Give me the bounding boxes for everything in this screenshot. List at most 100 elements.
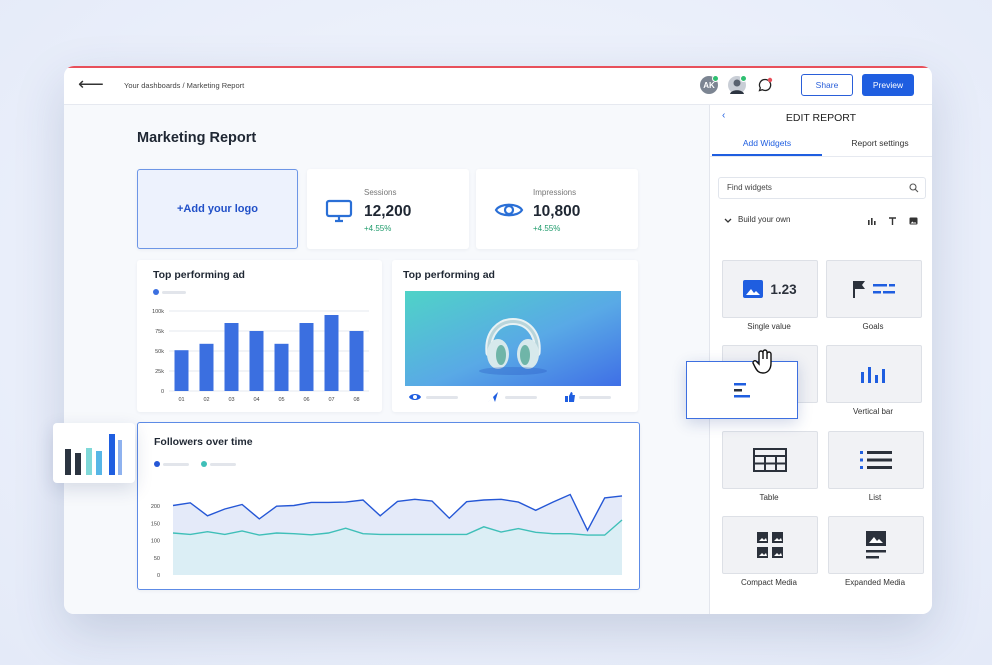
- stat-placeholder: [426, 396, 458, 399]
- hand-cursor-icon: [752, 349, 772, 374]
- compact-media-icon: [757, 532, 783, 558]
- image-icon[interactable]: [909, 217, 918, 225]
- image-card[interactable]: Top performing ad: [392, 260, 638, 412]
- kpi-label: Impressions: [533, 188, 577, 197]
- kpi-card-sessions[interactable]: Sessions 12,200 +4.55%: [307, 169, 469, 249]
- kpi-value: 12,200: [364, 203, 412, 220]
- kpi-delta: +4.55%: [364, 224, 392, 233]
- y-tick-label: 150: [151, 521, 160, 527]
- chat-bubble-icon[interactable]: [757, 77, 773, 93]
- widget-label: Expanded Media: [844, 578, 906, 587]
- y-tick-label: 100k: [152, 309, 164, 315]
- kpi-label: Sessions: [364, 188, 397, 197]
- bar: [224, 323, 239, 391]
- tabs-divider: [710, 156, 932, 157]
- avatar[interactable]: AK: [700, 75, 719, 94]
- panel-title: EDIT REPORT: [785, 112, 857, 124]
- line-chart: 0 50 100 150 200: [151, 493, 623, 579]
- x-tick-label: 02: [203, 397, 209, 403]
- bar: [174, 350, 189, 391]
- kpi-value: 10,800: [533, 203, 581, 220]
- preview-button[interactable]: Preview: [862, 74, 914, 96]
- eye-icon: [494, 203, 524, 217]
- active-tab-indicator: [712, 154, 822, 156]
- topbar: ⟵ Your dashboards / Marketing Report AK …: [64, 68, 932, 105]
- stat-placeholder: [579, 396, 611, 399]
- bar: [299, 323, 314, 391]
- x-tick-label: 05: [278, 397, 284, 403]
- card-title: Top performing ad: [153, 269, 245, 281]
- breadcrumb[interactable]: Your dashboards / Marketing Report: [124, 81, 245, 90]
- y-tick-label: 25k: [155, 369, 164, 375]
- y-tick-label: 100: [151, 539, 160, 545]
- stat-placeholder: [505, 396, 537, 399]
- text-widget-icon: [734, 383, 750, 398]
- eye-icon: [409, 394, 421, 400]
- legend-dot: [201, 461, 207, 467]
- search-input[interactable]: Find widgets: [718, 177, 926, 199]
- bar: [249, 331, 264, 391]
- chevron-down-icon[interactable]: [724, 218, 732, 224]
- series-line: [172, 519, 623, 536]
- report-canvas: Marketing Report +Add your logo Sessions…: [64, 105, 709, 614]
- dashboard-window: ⟵ Your dashboards / Marketing Report AK …: [64, 66, 932, 614]
- legend-dot: [154, 461, 160, 467]
- widget-label: Table: [759, 493, 779, 502]
- single-value-sample: 1.23: [770, 281, 797, 297]
- online-dot: [740, 75, 747, 82]
- kpi-card-impressions[interactable]: Impressions 10,800 +4.55%: [476, 169, 638, 249]
- tab-add-widgets[interactable]: Add Widgets: [742, 138, 792, 148]
- legend-line: [210, 463, 236, 466]
- vertical-bar-icon: [861, 367, 885, 383]
- share-button[interactable]: Share: [801, 74, 853, 96]
- list-icon: [860, 451, 892, 469]
- build-own-label[interactable]: Build your own: [738, 215, 791, 224]
- compact-media-widget[interactable]: [722, 516, 818, 574]
- y-tick-label: 0: [161, 389, 164, 395]
- flag-goals-icon: [853, 281, 895, 298]
- text-icon[interactable]: [888, 217, 897, 225]
- line-chart-card[interactable]: Followers over time 0 50 100 150 200: [137, 422, 640, 590]
- dragged-widget[interactable]: [686, 349, 798, 419]
- avatar[interactable]: [728, 75, 747, 94]
- image-value-icon: [743, 280, 764, 298]
- share-arrow-icon: [488, 392, 498, 402]
- floating-bar-chart-card: [53, 423, 135, 483]
- expanded-media-icon: [866, 531, 886, 559]
- tab-report-settings[interactable]: Report settings: [851, 138, 909, 148]
- expanded-media-widget[interactable]: [828, 516, 924, 574]
- mini-bar-chart: [65, 434, 122, 475]
- vertical-bar-widget[interactable]: [826, 345, 922, 403]
- bar-chart: 0 25k 50k 75k 100k 01 02 03 04 05 06 07 08: [152, 309, 369, 403]
- x-tick-label: 08: [353, 397, 359, 403]
- top-accent-line: [64, 66, 932, 68]
- bar: [199, 343, 214, 391]
- single-value-widget[interactable]: 1.23: [722, 260, 818, 318]
- y-tick-label: 75k: [155, 329, 164, 335]
- bar-chart-icon[interactable]: [867, 217, 876, 225]
- kpi-delta: +4.55%: [533, 224, 561, 233]
- add-logo-button[interactable]: +Add your logo: [137, 169, 298, 249]
- legend-dot: [153, 289, 159, 295]
- y-tick-label: 50k: [155, 349, 164, 355]
- bar: [274, 343, 289, 391]
- avatar-initials: AK: [703, 80, 715, 90]
- arrow-left-icon[interactable]: ⟵: [78, 74, 104, 94]
- series-line: [172, 493, 623, 532]
- chevron-left-icon[interactable]: ‹: [722, 110, 726, 121]
- list-widget[interactable]: [828, 431, 924, 489]
- bar-chart-card[interactable]: Top performing ad 0 25k 50k 75k 100k 01 02 03 04…: [137, 260, 382, 412]
- goals-widget[interactable]: [826, 260, 922, 318]
- bar: [349, 331, 364, 391]
- bar: [324, 315, 339, 391]
- online-dot: [712, 75, 719, 82]
- monitor-icon: [325, 199, 353, 223]
- widget-label: Goals: [862, 322, 884, 331]
- thumbs-up-icon: [565, 392, 575, 402]
- edit-report-panel: ‹ EDIT REPORT Add Widgets Report setting…: [709, 105, 932, 614]
- x-tick-label: 04: [253, 397, 259, 403]
- table-widget[interactable]: [722, 431, 818, 489]
- y-tick-label: 0: [157, 573, 160, 579]
- widget-label: List: [868, 493, 882, 502]
- search-icon: [909, 183, 919, 193]
